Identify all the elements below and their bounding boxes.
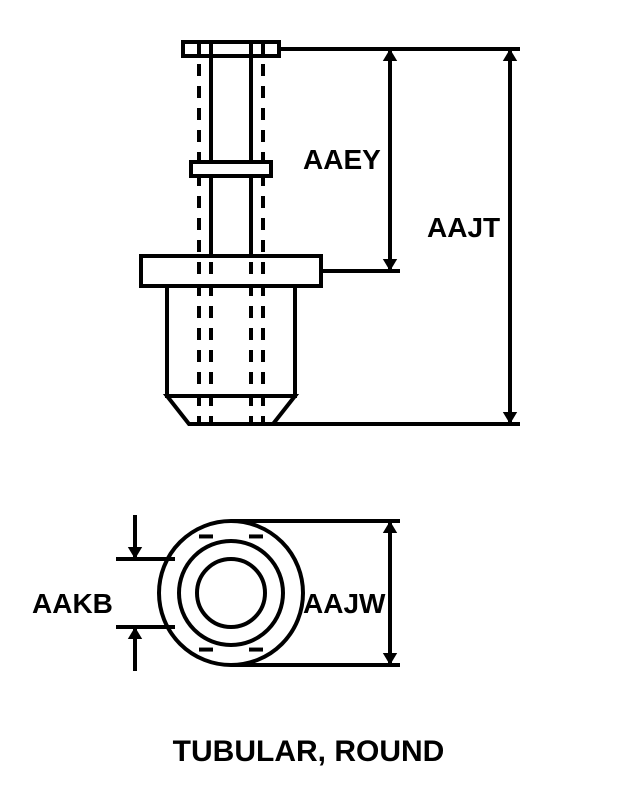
dimension-label-aajw: AAJW <box>303 588 385 620</box>
dimension-label-aaey: AAEY <box>303 144 381 176</box>
technical-drawing <box>0 0 617 805</box>
dimension-label-aakb: AAKB <box>32 588 113 620</box>
dimension-label-aajt: AAJT <box>427 212 500 244</box>
diagram-stage: TUBULAR, ROUND AAEY AAJT AAKB AAJW <box>0 0 617 805</box>
caption: TUBULAR, ROUND <box>0 735 617 769</box>
